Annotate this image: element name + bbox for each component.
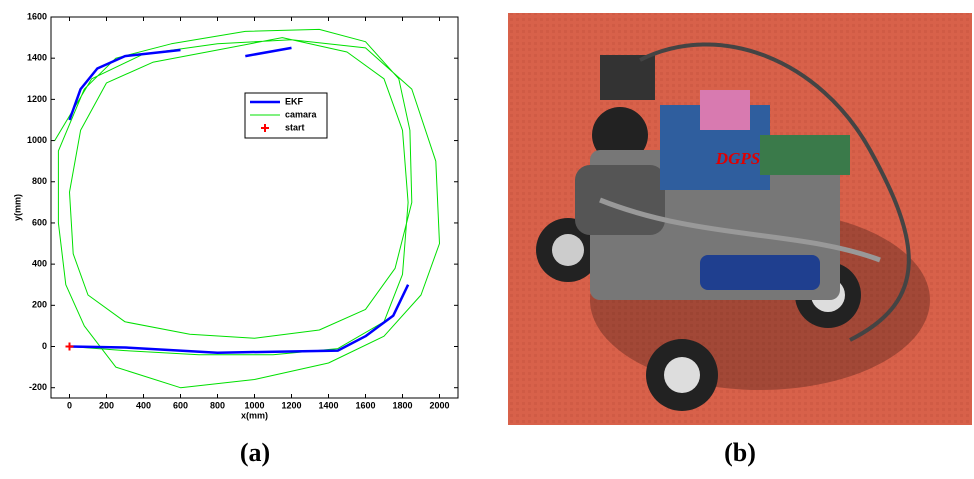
caption: (b): [724, 438, 756, 467]
trajectory: [68, 46, 410, 354]
start-marker: [65, 342, 74, 351]
x-tick-label: 1200: [281, 400, 301, 410]
legend-marker: [261, 124, 269, 132]
x-tick-label: 200: [99, 400, 114, 410]
y-tick-label: 1400: [27, 53, 47, 63]
caption: (a): [240, 438, 270, 467]
photo-label: DGPS: [715, 149, 760, 168]
legend-label: start: [285, 122, 305, 132]
x-tick-label: 400: [136, 400, 151, 410]
y-tick-label: 400: [32, 259, 47, 269]
x-tick-label: 1000: [244, 400, 264, 410]
y-tick-label: 1600: [27, 11, 47, 21]
x-tick-label: 2000: [429, 400, 449, 410]
y-tick-label: 600: [32, 217, 47, 227]
plot: [54, 28, 440, 389]
y-tick-label: 1200: [27, 94, 47, 104]
robot-photo: DGPS: [508, 13, 972, 425]
plot-frame: [50, 16, 459, 399]
x-tick-label: 1800: [392, 400, 412, 410]
x-tick-label: 800: [210, 400, 225, 410]
x-axis-label: x(mm): [241, 410, 268, 420]
y-axis-label: y(mm): [12, 194, 22, 221]
x-tick-label: 0: [67, 400, 72, 410]
x-tick-label: 1600: [355, 400, 375, 410]
y-tick-label: 800: [32, 176, 47, 186]
y-tick-label: 0: [42, 341, 47, 351]
plot-area: [51, 17, 458, 398]
x-tick-label: 1400: [318, 400, 338, 410]
legend-label: EKF: [285, 96, 304, 106]
y-tick-label: 1000: [27, 135, 47, 145]
legend-label: camara: [285, 109, 318, 119]
x-tick-label: 600: [173, 400, 188, 410]
y-tick-label: -200: [29, 382, 47, 392]
trajectory: [54, 28, 440, 389]
y-tick-label: 200: [32, 300, 47, 310]
